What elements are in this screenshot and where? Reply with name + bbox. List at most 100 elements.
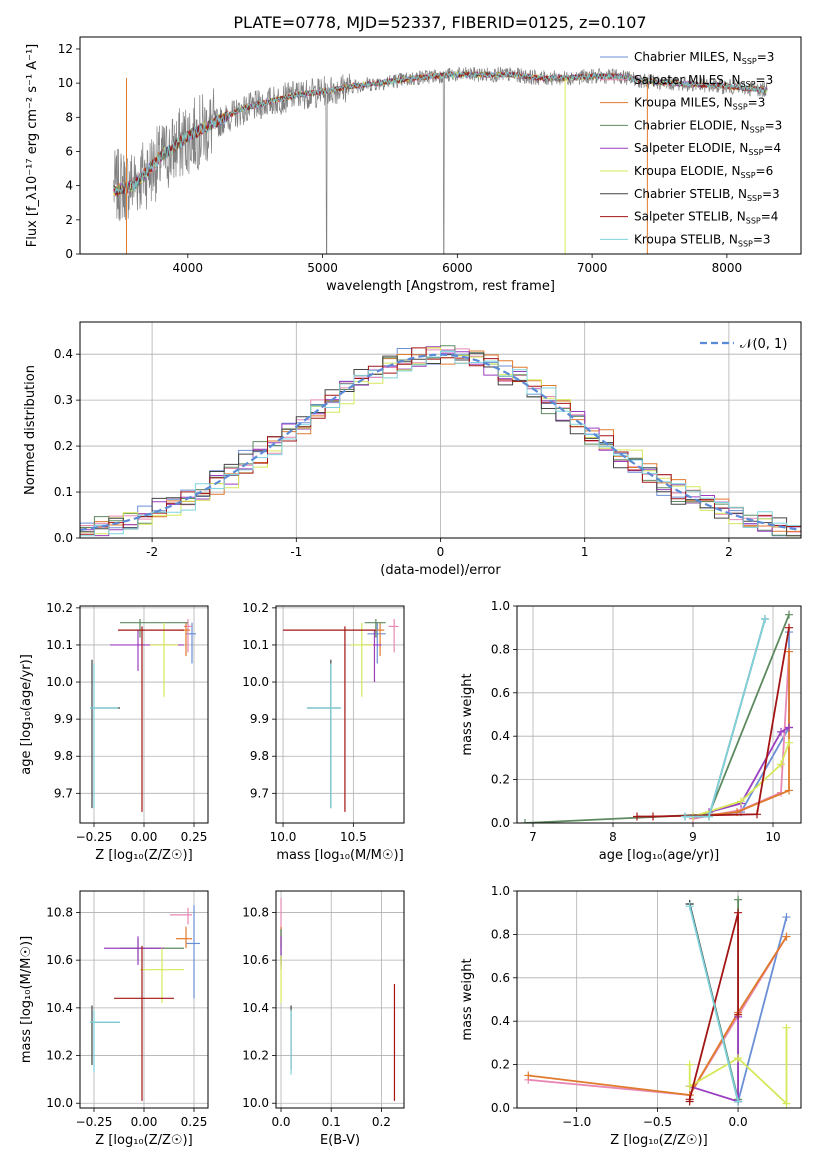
- y-tick-label: 0.8: [491, 642, 510, 656]
- y-tick-label: 10.2: [242, 601, 269, 615]
- y-tick-label: 0.0: [54, 531, 73, 545]
- y-tick-label: 0.3: [54, 393, 73, 407]
- y-tick-label: 6: [65, 144, 73, 158]
- y-tick-label: 0.2: [491, 773, 510, 787]
- weight-marker-kr_miles: [785, 647, 793, 656]
- y-tick-label: 8: [65, 110, 73, 124]
- weight-marker-ch_elodie: [785, 610, 793, 619]
- weight-marker-kr_elodie: [685, 1060, 694, 1069]
- y-tick-label: 9.9: [250, 712, 269, 726]
- weight-line-sa_elodie: [689, 1016, 739, 1103]
- weight-vs-age-panel: 7 8 9 10 0.0 0.2 0.4 0.6 0.8 1.0 age [log₁₀(age/yr…: [460, 599, 802, 863]
- y-tick-label: 0.0: [491, 816, 510, 830]
- axes-frame: −0.25 0.00 0.25 10.0 10.2 10.4 10.6 10.8 Z [log₁…: [19, 890, 209, 1148]
- x-tick-label: 7000: [577, 261, 608, 275]
- y-tick-label: 0.2: [54, 439, 73, 453]
- y-tick-label: 0: [65, 247, 73, 261]
- y-axis-label: mass [log₁₀(M/M☉)]: [19, 936, 34, 1063]
- y-tick-label: 0.4: [54, 347, 73, 361]
- x-tick-label: 4000: [173, 261, 204, 275]
- plot-area: [90, 618, 196, 812]
- x-axis-label: Z [log₁₀(Z/Z☉)]: [95, 1133, 192, 1148]
- weight-line-kr_stelib: [688, 905, 739, 1102]
- y-tick-label: 10.4: [242, 1001, 269, 1015]
- y-tick-label: 2: [65, 213, 73, 227]
- y-tick-label: 0.8: [491, 927, 510, 941]
- legend-entry-sa_stelib: Salpeter STELIB, NSSP=4: [634, 210, 778, 226]
- x-axis-label: mass [log₁₀(M/M☉)]: [276, 848, 403, 863]
- x-tick-label: 0.25: [181, 1115, 208, 1129]
- weight-marker-sa_stelib: [685, 1095, 694, 1104]
- weight-marker-kr_elodie: [734, 1054, 743, 1063]
- weight-marker-sa_stelib: [753, 810, 761, 819]
- age-vs-metallicity-panel: −0.25 0.00 0.25 9.7 9.8 9.9 10.0 10.1 10.2 Z [log…: [19, 601, 209, 863]
- x-tick-label: 10.5: [340, 830, 367, 844]
- weight-marker-sa_stelib: [734, 908, 743, 917]
- y-axis-label: mass weight: [460, 958, 475, 1040]
- y-tick-label: 10.8: [46, 905, 73, 919]
- y-tick-label: 10.2: [46, 601, 73, 615]
- axes-frame: −1.0 −0.5 0.0 0.0 0.2 0.4 0.6 0.8 1.0 Z [log₁₀(Z/…: [460, 884, 802, 1148]
- plot-area: [280, 898, 396, 1101]
- y-tick-label: 10.1: [242, 638, 269, 652]
- x-tick-label: 8: [609, 830, 617, 844]
- axes-border: [275, 605, 405, 824]
- plot-area: [524, 895, 791, 1108]
- y-tick-label: 0.0: [491, 1101, 510, 1115]
- x-tick-label: −0.25: [76, 830, 113, 844]
- y-tick-label: 9.7: [54, 786, 73, 800]
- y-tick-label: 10.4: [46, 1001, 73, 1015]
- weight-line-ch_miles: [692, 632, 790, 818]
- x-tick-label: 8000: [712, 261, 743, 275]
- x-tick-label: 0.1: [322, 1115, 341, 1129]
- axes-frame: 10.0 10.5 9.7 9.8 9.9 10.0 10.1 10.2 mass [log₁₀…: [242, 601, 405, 863]
- x-axis-label: Z [log₁₀(Z/Z☉)]: [610, 1133, 707, 1148]
- y-tick-label: 1.0: [491, 884, 510, 898]
- y-tick-label: 12: [58, 42, 73, 56]
- mass-vs-extinction-panel: 0.0 0.1 0.2 10.0 10.2 10.4 10.6 10.8 E(B-V): [242, 890, 405, 1148]
- gridlines: [276, 891, 404, 1108]
- weight-marker-kr_stelib: [705, 812, 713, 821]
- x-tick-label: 10.0: [270, 830, 297, 844]
- weight-line-ch_stelib: [685, 618, 766, 818]
- x-tick-label: −0.25: [76, 1115, 113, 1129]
- x-tick-label: −0.5: [643, 1115, 672, 1129]
- plot-area: [113, 66, 768, 254]
- weight-marker-kr_stelib: [685, 902, 694, 911]
- weight-marker-sa_stelib: [633, 812, 641, 821]
- weight-line-kr_miles: [528, 936, 788, 1096]
- y-tick-label: 10.8: [242, 905, 269, 919]
- weight-marker-ch_elodie: [521, 819, 529, 823]
- x-axis-label: E(B-V): [320, 1133, 360, 1148]
- y-tick-label: 10.2: [46, 1049, 73, 1063]
- x-tick-label: 0.2: [372, 1115, 391, 1129]
- gridlines: [517, 605, 801, 824]
- y-tick-label: 1.0: [491, 599, 510, 613]
- weight-marker-sa_stelib: [734, 1010, 743, 1019]
- weight-marker-kr_elodie: [777, 760, 785, 769]
- legend-entry-sa_miles: Salpeter MILES, NSSP=3: [634, 73, 773, 89]
- mass-vs-metallicity-panel: −0.25 0.00 0.25 10.0 10.2 10.4 10.6 10.8 Z [log₁…: [19, 890, 209, 1148]
- legend-entry-ch_elodie: Chabrier ELODIE, NSSP=3: [634, 118, 782, 134]
- x-tick-label: 0.25: [181, 830, 208, 844]
- x-tick-label: 2: [725, 545, 733, 559]
- legend-entry-kr_stelib: Kroupa STELIB, NSSP=3: [634, 232, 771, 248]
- weight-marker-sa_elodie: [785, 723, 793, 732]
- x-tick-label: 0.0: [729, 1115, 748, 1129]
- x-axis-label: age [log₁₀(age/yr)]: [599, 848, 720, 863]
- legend-entry-normal: 𝒩(0, 1): [740, 337, 787, 352]
- y-tick-label: 0.6: [491, 686, 510, 700]
- spectrum-legend: Chabrier MILES, NSSP=3 Salpeter MILES, NS…: [600, 50, 782, 248]
- x-tick-label: 0.00: [131, 830, 158, 844]
- x-tick-label: 5000: [307, 261, 338, 275]
- axes-frame: 0.0 0.1 0.2 10.0 10.2 10.4 10.6 10.8 E(B-V): [242, 890, 405, 1148]
- y-axis-label: Flux [f_λ10⁻¹⁷ erg cm⁻² s⁻¹ A⁻¹]: [25, 44, 40, 248]
- weight-marker-sa_elodie: [777, 727, 785, 736]
- weight-vs-metallicity-panel: −1.0 −0.5 0.0 0.0 0.2 0.4 0.6 0.8 1.0 Z [log₁₀(Z/…: [460, 884, 802, 1148]
- y-axis-label: age [log₁₀(age/yr)]: [19, 654, 34, 775]
- weight-marker-sa_stelib: [785, 623, 793, 632]
- gridlines: [517, 890, 801, 1109]
- plot-area: [521, 610, 793, 823]
- weight-marker-kr_elodie: [737, 797, 745, 806]
